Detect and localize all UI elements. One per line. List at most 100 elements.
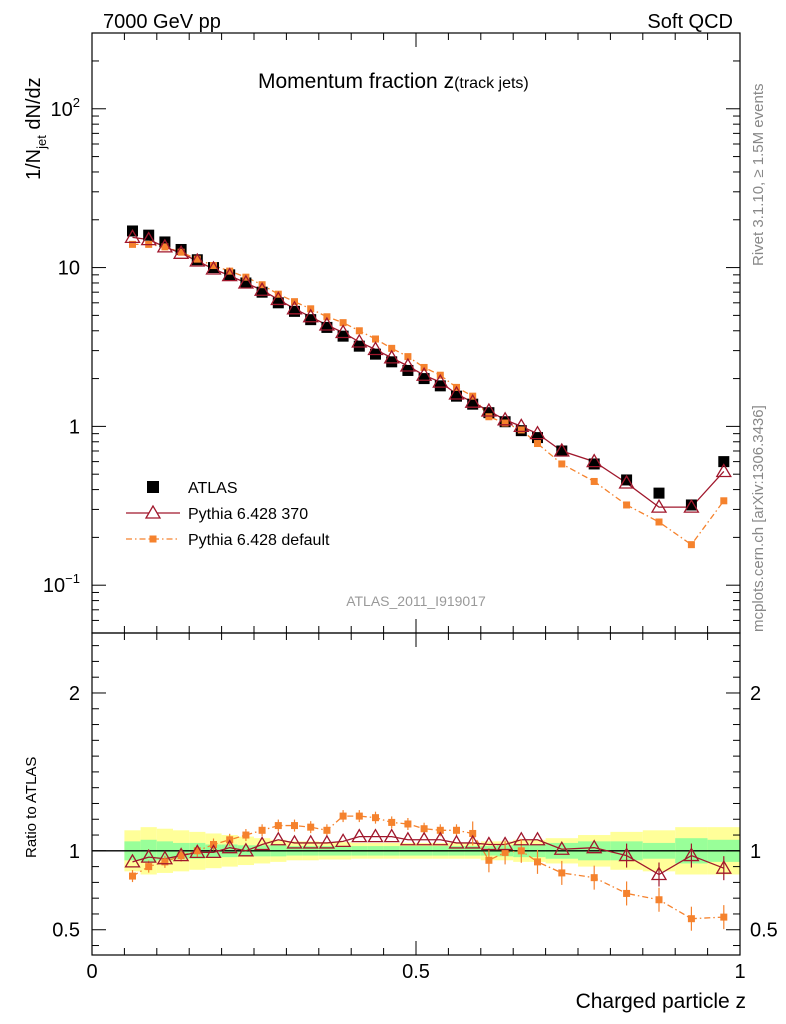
ratio-pythia-370-point bbox=[189, 844, 206, 859]
ratio-pythia-370-point bbox=[270, 831, 287, 846]
ratio-pythia-370-point bbox=[205, 844, 222, 859]
pythia-370-point bbox=[124, 229, 141, 244]
atlas-data-point bbox=[718, 456, 730, 468]
y-tick-label: 10 bbox=[58, 258, 80, 280]
ratio-pythia-default-point bbox=[307, 823, 315, 831]
pythia-370-point bbox=[302, 308, 319, 323]
rivet-version-label: Rivet 3.1.10, ≥ 1.5M events bbox=[750, 84, 767, 267]
y-tick-label: 10−1 bbox=[43, 571, 80, 597]
ratio-line-pythia-370 bbox=[132, 835, 725, 876]
ratio-pythia-default-point bbox=[623, 889, 631, 897]
series-line-pythia-default bbox=[132, 243, 725, 546]
ratio-pythia-370-point bbox=[480, 836, 498, 851]
ratio-panel: 0 0.5 10.5 0.51 12 2 bbox=[52, 645, 778, 983]
ratio-pythia-370-point bbox=[464, 834, 481, 849]
atlas-data-point bbox=[451, 390, 462, 402]
atlas-data-point bbox=[653, 487, 665, 499]
ratio-pythia-default-point bbox=[323, 826, 331, 834]
ratio-pythia-370-point bbox=[221, 839, 238, 854]
y-axis-label-main: 1/N bbox=[23, 149, 45, 180]
pythia-default-point bbox=[210, 262, 217, 270]
ratio-pythia-default-point bbox=[655, 896, 663, 904]
atlas-data-point bbox=[224, 269, 236, 281]
ratio-pythia-370-point bbox=[318, 834, 336, 849]
pythia-default-point bbox=[355, 327, 363, 335]
ratio-pythia-default-point bbox=[453, 826, 460, 834]
ratio-pythia-370-point bbox=[415, 831, 433, 846]
pythia-370-point bbox=[383, 349, 400, 364]
atlas-data-point bbox=[240, 277, 252, 289]
ratio-pythia-default-point bbox=[469, 829, 477, 837]
y-tick-label-exponent: 2 bbox=[73, 95, 80, 110]
pythia-370-point bbox=[415, 366, 433, 381]
atlas-data-point bbox=[159, 236, 171, 248]
atlas-data-point bbox=[256, 286, 268, 298]
ratio-pythia-default-point bbox=[436, 826, 444, 834]
ratio-pythia-370-point bbox=[432, 831, 449, 846]
ratio-pythia-370-point bbox=[334, 833, 352, 848]
ratio-pythia-default-point bbox=[388, 818, 396, 826]
ratio-pythia-default-point bbox=[517, 847, 525, 855]
analysis-id-label: ATLAS_2011_I919017 bbox=[346, 593, 486, 609]
pythia-370-point bbox=[553, 442, 570, 457]
ratio-y-tick-label: 0.5 bbox=[52, 920, 80, 942]
ratio-y-tick-label: 1 bbox=[69, 841, 80, 863]
y-axis-label: 1/Njet dN/dz bbox=[23, 77, 49, 180]
ratio-pythia-default-point bbox=[193, 847, 201, 855]
pythia-370-point bbox=[172, 245, 190, 259]
pythia-default-point bbox=[339, 319, 347, 327]
ratio-pythia-default-point bbox=[590, 874, 598, 882]
pythia-370-point bbox=[480, 402, 498, 417]
atlas-data-point bbox=[467, 398, 479, 410]
pythia-default-point bbox=[558, 460, 566, 468]
pythia-370-point bbox=[334, 324, 352, 339]
legend-marker-pythia-default bbox=[149, 535, 157, 543]
ratio-pythia-370-point bbox=[399, 831, 417, 846]
pythia-default-point bbox=[129, 240, 136, 248]
pythia-370-point bbox=[270, 291, 287, 306]
pythia-default-point bbox=[372, 335, 379, 343]
ratio-pythia-370-point bbox=[302, 834, 319, 849]
ratio-pythia-370-point bbox=[367, 828, 384, 843]
atlas-data-point bbox=[685, 499, 697, 511]
x-tick-label: 0 bbox=[86, 961, 97, 983]
atlas-data-point bbox=[321, 321, 333, 333]
ratio-pythia-default-point bbox=[129, 872, 136, 880]
y-tick-label-exponent: −1 bbox=[65, 571, 80, 586]
ratio-pythia-default-point bbox=[485, 856, 493, 864]
pythia-default-point bbox=[388, 344, 396, 352]
plot-title-z: z bbox=[444, 70, 455, 93]
ratio-pythia-default-point bbox=[355, 812, 363, 820]
ratio-pythia-370-point bbox=[172, 847, 190, 862]
ratio-pythia-default-point bbox=[720, 913, 728, 921]
pythia-370-point bbox=[205, 260, 222, 275]
pythia-370-point bbox=[496, 411, 514, 426]
pythia-default-point bbox=[485, 413, 493, 421]
ratio-pythia-370-point bbox=[140, 848, 157, 863]
ratio-pythia-370-point bbox=[650, 866, 668, 881]
pythia-default-point bbox=[501, 419, 509, 427]
y-tick-label: 1 bbox=[69, 416, 80, 438]
atlas-data-point bbox=[337, 330, 349, 342]
pythia-370-point bbox=[253, 281, 271, 296]
pythia-370-point bbox=[683, 498, 700, 513]
source-label: mcplots.cern.ch [arXiv:1306.3436] bbox=[750, 405, 767, 632]
atlas-data-point bbox=[483, 407, 495, 419]
ratio-pythia-default-point bbox=[258, 826, 266, 834]
pythia-default-point bbox=[534, 440, 541, 448]
ratio-pythia-default-point bbox=[534, 858, 541, 866]
ratio-y-tick-label: 2 bbox=[69, 683, 80, 705]
ratio-pythia-default-point bbox=[420, 825, 428, 833]
ratio-pythia-370-point bbox=[683, 847, 700, 862]
pythia-370-point bbox=[432, 373, 449, 388]
pythia-default-point bbox=[161, 243, 169, 251]
pythia-370-point bbox=[367, 341, 384, 356]
pythia-default-point bbox=[720, 497, 728, 505]
x-axis-label: Charged particle z bbox=[576, 990, 746, 1013]
atlas-data-point bbox=[621, 474, 633, 486]
ratio-pythia-default-point bbox=[339, 812, 347, 820]
pythia-default-point bbox=[655, 518, 663, 526]
ratio-pythia-370-point bbox=[383, 828, 400, 843]
